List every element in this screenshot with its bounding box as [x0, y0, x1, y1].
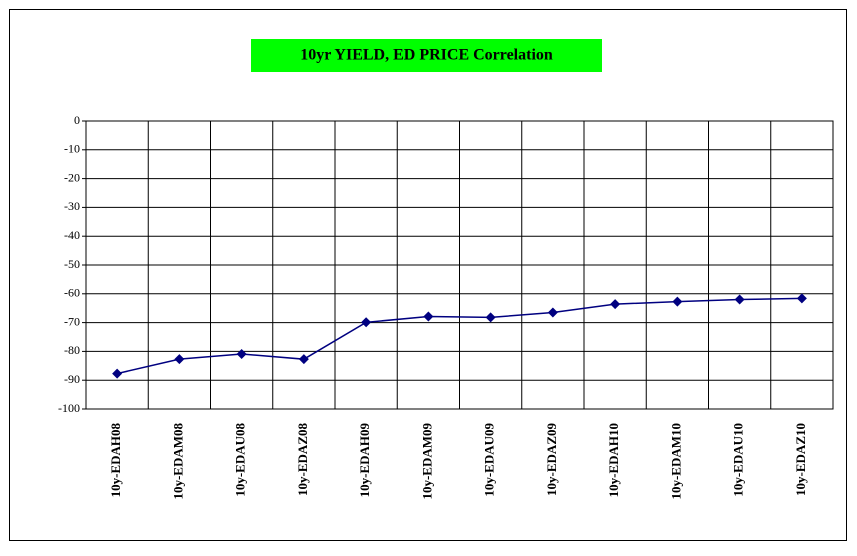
marker — [485, 312, 496, 323]
marker — [610, 299, 621, 310]
chart-title: 10yr YIELD, ED PRICE Correlation — [300, 47, 553, 64]
x-tick-label: 10y-EDAM09 — [419, 423, 434, 500]
x-tick-label: 10y-EDAH10 — [606, 423, 621, 497]
x-tick-label: 10y-EDAU09 — [482, 423, 497, 497]
plot-area — [85, 120, 834, 410]
marker — [174, 354, 185, 365]
y-tick-label: -10 — [64, 142, 80, 156]
marker — [112, 368, 123, 379]
y-tick-label: -60 — [64, 286, 80, 300]
x-tick-label: 10y-EDAH08 — [108, 423, 123, 498]
y-tick-label: -80 — [64, 343, 80, 357]
title-box — [251, 39, 602, 72]
x-tick-label: 10y-EDAH09 — [357, 423, 372, 498]
marker — [547, 307, 558, 318]
marker — [298, 354, 309, 365]
x-tick-label: 10y-EDAU10 — [731, 423, 746, 497]
y-tick-label: -70 — [64, 314, 80, 328]
marker — [236, 348, 247, 359]
y-tick-label: -50 — [64, 257, 80, 271]
y-tick-label: -20 — [64, 170, 80, 184]
y-tick-label: -90 — [64, 372, 80, 386]
x-tick-label: 10y-EDAM08 — [170, 423, 185, 500]
x-tick-label: 10y-EDAZ08 — [295, 423, 310, 496]
line — [116, 297, 802, 375]
y-tick-label: -30 — [64, 199, 80, 213]
y-tick-label: -40 — [64, 228, 80, 242]
marker — [796, 293, 807, 304]
x-tick-label: 10y-EDAM10 — [668, 423, 683, 500]
x-tick-label: 10y-EDAZ10 — [793, 423, 808, 496]
marker — [361, 317, 372, 328]
x-tick-label: 10y-EDAU08 — [233, 423, 248, 497]
y-tick-label: -100 — [58, 401, 80, 415]
chart-frame — [9, 9, 847, 541]
y-tick-label: 0 — [74, 113, 80, 127]
marker — [672, 296, 683, 307]
marker — [734, 294, 745, 305]
marker — [423, 311, 434, 322]
x-tick-label: 10y-EDAZ09 — [544, 423, 559, 496]
